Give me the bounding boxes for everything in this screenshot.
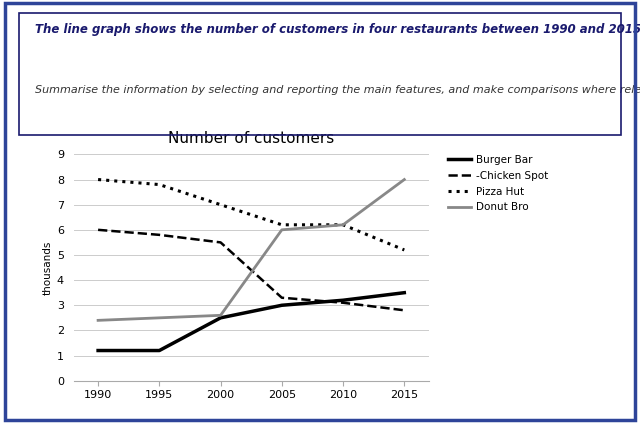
- Burger Bar: [401, 290, 408, 295]
- Donut Bro: [94, 318, 102, 323]
- -Chicken Spot: [94, 227, 102, 232]
- Legend: Burger Bar, -Chicken Spot, Pizza Hut, Donut Bro: Burger Bar, -Chicken Spot, Pizza Hut, Do…: [448, 155, 548, 212]
- Pizza Hut: [339, 222, 347, 227]
- Donut Bro: [217, 313, 225, 318]
- -Chicken Spot: [278, 295, 285, 300]
- -Chicken Spot: [339, 300, 347, 305]
- Burger Bar: [278, 303, 285, 308]
- Pizza Hut: [156, 182, 163, 187]
- -Chicken Spot: [401, 308, 408, 313]
- Title: Number of customers: Number of customers: [168, 131, 334, 146]
- Line: Burger Bar: Burger Bar: [98, 293, 404, 351]
- Donut Bro: [401, 177, 408, 182]
- Burger Bar: [94, 348, 102, 353]
- Burger Bar: [217, 315, 225, 320]
- Line: Donut Bro: Donut Bro: [98, 179, 404, 320]
- Pizza Hut: [94, 177, 102, 182]
- Text: Summarise the information by selecting and reporting the main features, and make: Summarise the information by selecting a…: [35, 85, 640, 95]
- Y-axis label: thousands: thousands: [43, 240, 52, 295]
- Pizza Hut: [401, 247, 408, 253]
- Pizza Hut: [217, 202, 225, 207]
- Burger Bar: [339, 298, 347, 303]
- Donut Bro: [339, 222, 347, 227]
- Line: Pizza Hut: Pizza Hut: [98, 179, 404, 250]
- Line: -Chicken Spot: -Chicken Spot: [98, 230, 404, 310]
- Donut Bro: [278, 227, 285, 232]
- Donut Bro: [156, 315, 163, 320]
- -Chicken Spot: [156, 232, 163, 237]
- Pizza Hut: [278, 222, 285, 227]
- Burger Bar: [156, 348, 163, 353]
- -Chicken Spot: [217, 240, 225, 245]
- Text: The line graph shows the number of customers in four restaurants between 1990 an: The line graph shows the number of custo…: [35, 23, 640, 36]
